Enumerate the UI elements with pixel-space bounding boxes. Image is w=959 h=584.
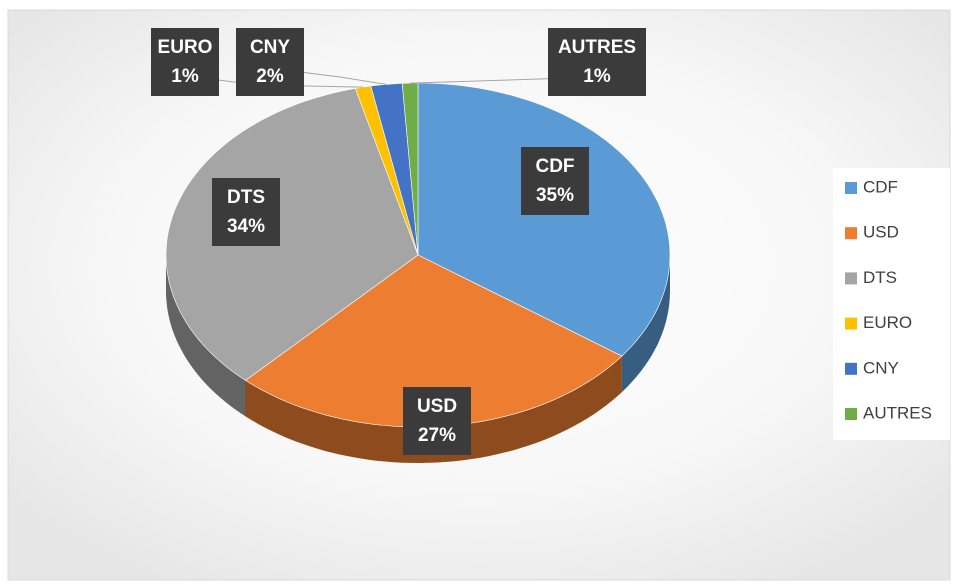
slice-side [166, 255, 246, 417]
label-name: DTS [227, 187, 265, 208]
label-name: CNY [250, 37, 290, 58]
label-name: CDF [535, 156, 574, 177]
label-value: 27% [418, 425, 456, 446]
legend-box [833, 168, 950, 440]
pie-tops [165, 82, 671, 428]
legend-label: CDF [863, 177, 898, 196]
label-value: 35% [536, 185, 574, 206]
label-name: AUTRES [558, 37, 636, 58]
label-value: 2% [256, 66, 284, 87]
label-box [151, 28, 219, 96]
data-labels: CDF 35% USD 27% DTS 34% EURO 1% CNY 2% AUTRES 1% [151, 28, 646, 455]
legend-swatch [845, 317, 857, 330]
legend-swatch [845, 272, 857, 285]
legend-swatch [845, 362, 857, 375]
legend-label: EURO [863, 313, 912, 332]
label-name: EURO [158, 37, 213, 58]
legend: CDF USD DTS EURO CNY AUTRES [845, 177, 932, 422]
slice [417, 82, 671, 357]
legend-label: AUTRES [863, 403, 932, 422]
label-value: 1% [583, 66, 611, 87]
legend-label: DTS [863, 268, 897, 287]
label-box [521, 147, 589, 215]
legend-swatch [845, 227, 857, 240]
label-name: USD [417, 396, 457, 417]
leader-line [299, 71, 387, 85]
pie-sides [166, 255, 670, 463]
label-value: 34% [227, 216, 265, 237]
legend-swatch [845, 182, 857, 194]
legend-label: USD [863, 223, 899, 242]
legend-label: CNY [863, 358, 899, 377]
label-box [548, 28, 646, 96]
slice [165, 88, 419, 381]
label-value: 1% [171, 66, 199, 87]
label-box [212, 178, 280, 246]
legend-swatch [845, 408, 857, 420]
slice-side [621, 255, 670, 393]
slice-side [245, 356, 622, 463]
label-box [403, 387, 471, 455]
label-box [236, 28, 304, 96]
